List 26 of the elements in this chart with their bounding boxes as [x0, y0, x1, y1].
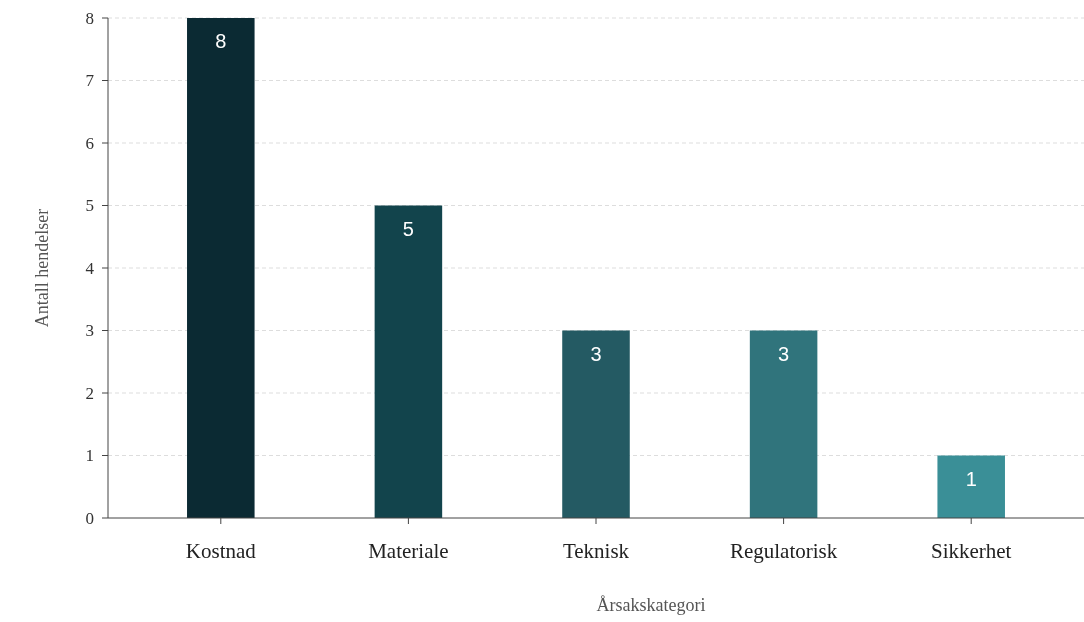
x-axis-title: Årsakskategori — [596, 595, 706, 615]
y-tick-label: 5 — [85, 196, 94, 216]
y-tick-label: 1 — [85, 446, 94, 466]
x-tick-label: Regulatorisk — [729, 539, 838, 563]
bar — [562, 330, 630, 518]
data-label: 1 — [965, 467, 977, 490]
data-label: 3 — [778, 342, 790, 365]
y-tick-label: 7 — [85, 71, 95, 91]
x-tick-label: Materiale — [368, 539, 449, 563]
y-tick-label: 8 — [85, 8, 94, 28]
data-label: 3 — [590, 342, 602, 365]
bar — [749, 330, 818, 518]
y-tick-label: 4 — [85, 258, 95, 278]
bar — [937, 455, 1005, 518]
y-axis-title: Antall hendelser — [32, 208, 52, 328]
data-label: 5 — [402, 217, 414, 240]
x-tick-label: Teknisk — [562, 539, 630, 563]
y-tick-label: 0 — [85, 508, 94, 528]
bar — [187, 18, 255, 518]
y-tick-label: 6 — [85, 133, 94, 153]
y-tick-label: 3 — [85, 321, 94, 341]
data-label: 8 — [215, 30, 227, 52]
y-tick-label: 2 — [85, 383, 94, 403]
x-tick-label: Sikkerhet — [930, 539, 1012, 563]
bar — [374, 205, 443, 518]
x-tick-label: Kostnad — [185, 539, 257, 563]
